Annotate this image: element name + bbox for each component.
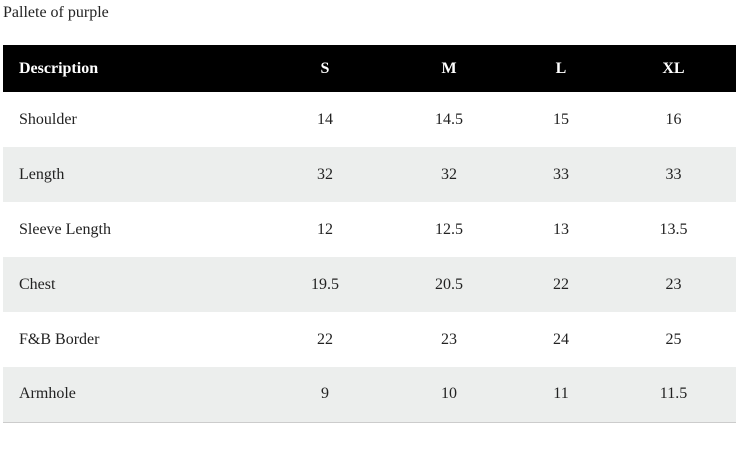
cell: 19.5	[311, 275, 339, 293]
row-label: F&B Border	[19, 330, 100, 348]
cell: 11	[553, 385, 569, 403]
cell: 20.5	[435, 275, 463, 293]
cell: 25	[665, 330, 682, 348]
cell: 23	[665, 275, 682, 293]
cell: 14	[317, 110, 333, 128]
cell: 32	[441, 165, 457, 183]
cell: 13.5	[659, 220, 688, 238]
cell: 14.5	[435, 110, 463, 128]
table-row: Armhole 9 10 11 11.5	[3, 367, 736, 422]
row-label: Armhole	[19, 385, 76, 403]
row-label: Chest	[19, 275, 56, 293]
cell: 33	[553, 165, 569, 183]
table-row: Length 32 32 33 33	[3, 147, 736, 202]
cell: 24	[553, 330, 569, 348]
header-cell: M	[441, 59, 457, 77]
table-header: Description S M L XL	[3, 45, 736, 92]
cell: 16	[665, 110, 682, 128]
header-row: Description S M L XL	[3, 45, 736, 92]
cell: 33	[665, 165, 682, 183]
title: Pallete of purple	[3, 4, 109, 21]
header-cell: S	[320, 59, 330, 77]
cell: 13	[553, 220, 569, 238]
cell: 22	[553, 275, 569, 293]
header-cell: XL	[662, 59, 685, 77]
row-label: Shoulder	[19, 110, 77, 128]
table-row: Sleeve Length 12 12.5 13 13.5	[3, 202, 736, 257]
cell: 11.5	[659, 385, 688, 403]
header-cell: L	[555, 59, 567, 77]
cell: 23	[441, 330, 457, 348]
table-row: Shoulder 14 14.5 15 16	[3, 92, 736, 147]
row-label: Sleeve Length	[19, 220, 111, 238]
cell: 15	[553, 110, 569, 128]
cell: 12	[317, 220, 333, 238]
size-table: Description S M L XL Shoulder 14 14.5 15 16 Lengt…	[3, 45, 736, 423]
row-label: Length	[19, 165, 65, 183]
header-cell: Description	[19, 59, 99, 77]
cell: 9	[321, 385, 329, 403]
cell: 10	[441, 385, 457, 403]
table-row: Chest 19.5 20.5 22 23	[3, 257, 736, 312]
table-row: F&B Border 22 23 24 25	[3, 312, 736, 367]
cell: 12.5	[435, 220, 463, 238]
cell: 22	[317, 330, 333, 348]
cell: 32	[317, 165, 333, 183]
table-body: Shoulder 14 14.5 15 16 Length 32 32 33 33 Sleeve L…	[3, 92, 736, 422]
